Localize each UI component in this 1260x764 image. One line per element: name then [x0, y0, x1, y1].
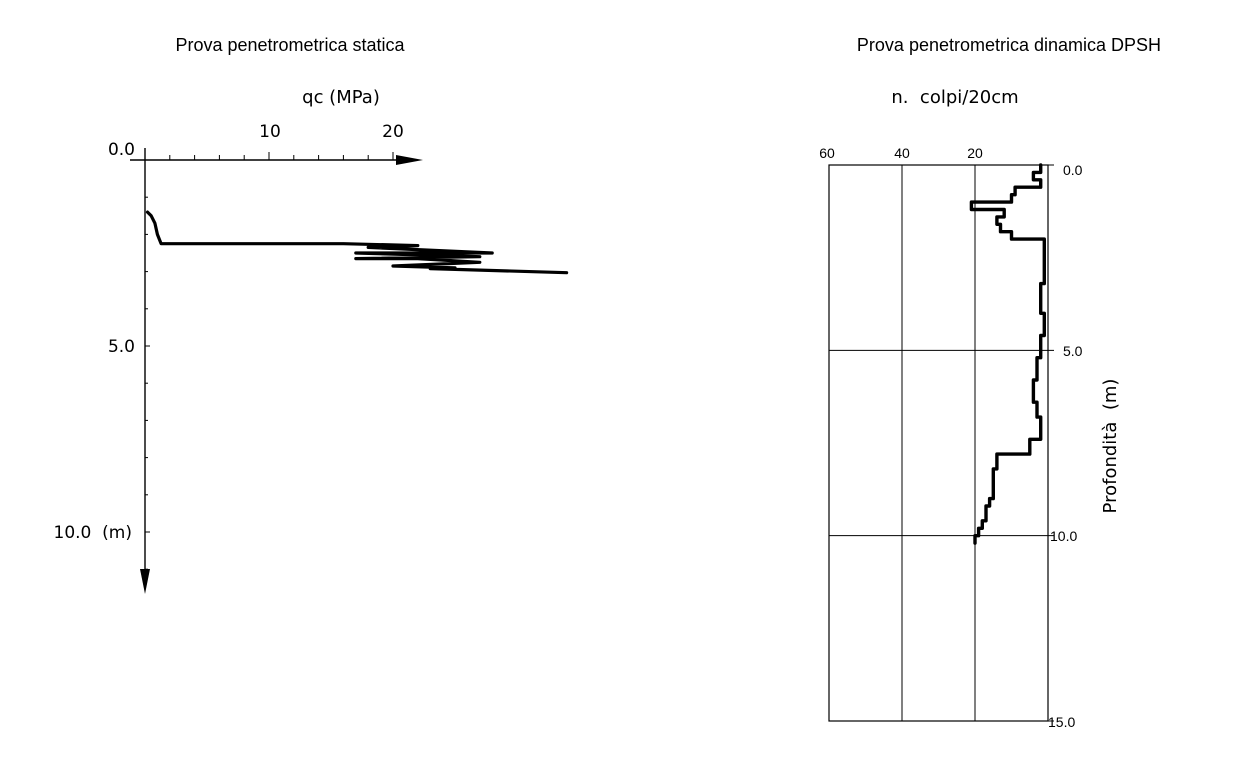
static-chart-title: Prova penetrometrica statica [175, 35, 405, 55]
dpsh-y-tick-label: 0.0 [1063, 162, 1083, 178]
dpsh-chart: Prova penetrometrica dinamica DPSH n. co… [819, 35, 1161, 730]
dpsh-y-tick-label: 15.0 [1048, 714, 1075, 730]
static-x-tick-label: 20 [382, 122, 404, 142]
dpsh-x-tick-label: 40 [894, 145, 910, 161]
dpsh-x-tick-label: 20 [967, 145, 983, 161]
static-y-ticks [145, 196, 150, 570]
dpsh-grid [829, 164, 1054, 722]
dpsh-y-tick-label: 5.0 [1063, 343, 1083, 359]
static-y-tick-label: 5.0 [108, 337, 135, 357]
static-y-tick-label: 10.0 (m) [54, 523, 132, 543]
dpsh-x-tick-label: 60 [819, 145, 835, 161]
static-y-axis-arrow-icon [140, 569, 150, 594]
dpsh-chart-title: Prova penetrometrica dinamica DPSH [857, 35, 1161, 55]
static-cpt-chart: Prova penetrometrica statica qc (MPa) 10… [54, 35, 569, 594]
dpsh-plot-frame [828, 164, 1049, 722]
dpsh-x-axis-label: n. colpi/20cm [891, 87, 1018, 108]
static-qc-series-line [145, 210, 569, 275]
dpsh-series-group [969, 163, 1047, 545]
static-y-tick-label: 0.0 [108, 140, 135, 160]
dpsh-y-axis-label: Profondità (m) [1100, 379, 1121, 514]
dpsh-y-tick-label: 10.0 [1050, 528, 1077, 544]
static-x-tick-label: 10 [259, 122, 281, 142]
static-series-group [145, 210, 569, 275]
static-x-axis-label: qc (MPa) [302, 87, 380, 108]
dpsh-blow-count-series-line [969, 163, 1047, 545]
static-x-axis-arrow-icon [396, 155, 423, 165]
static-x-ticks [144, 152, 394, 160]
